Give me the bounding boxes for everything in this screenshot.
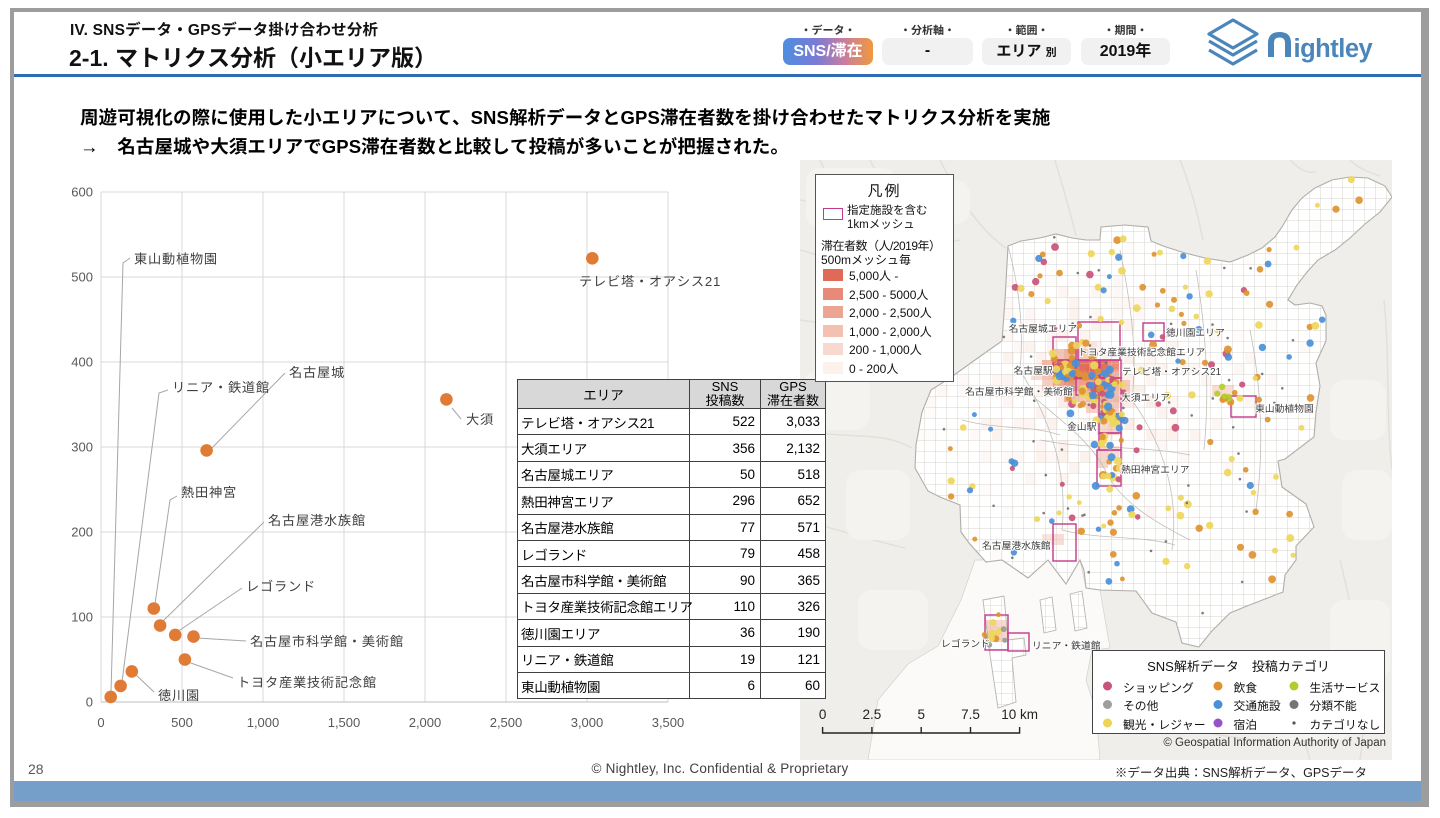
svg-text:0: 0	[97, 715, 104, 730]
svg-text:徳川園エリア: 徳川園エリア	[1166, 327, 1225, 339]
svg-text:金山駅: 金山駅	[1067, 421, 1097, 433]
svg-text:500: 500	[71, 270, 93, 285]
svg-text:2,000: 2,000	[409, 715, 442, 730]
svg-text:レゴランド: レゴランド	[246, 579, 316, 594]
svg-text:1,500: 1,500	[328, 715, 361, 730]
svg-text:東山動植物園: 東山動植物園	[1255, 403, 1314, 415]
svg-text:600: 600	[71, 185, 93, 200]
svg-text:500: 500	[171, 715, 193, 730]
svg-text:熱田神宮エリア: 熱田神宮エリア	[1121, 464, 1190, 476]
svg-text:名古屋市科学館・美術館: 名古屋市科学館・美術館	[965, 386, 1073, 398]
svg-text:リニア・鉄道館: リニア・鉄道館	[172, 380, 270, 395]
svg-text:トヨタ産業技術記念館: トヨタ産業技術記念館	[237, 675, 377, 690]
svg-text:大須: 大須	[466, 412, 494, 427]
svg-text:3,500: 3,500	[652, 715, 685, 730]
svg-text:名古屋城: 名古屋城	[289, 365, 345, 380]
svg-text:ightley: ightley	[1294, 35, 1374, 63]
svg-text:徳川園: 徳川園	[158, 688, 200, 703]
svg-text:熱田神宮: 熱田神宮	[181, 485, 237, 500]
svg-text:名古屋港水族館: 名古屋港水族館	[268, 513, 366, 528]
svg-text:東山動植物園: 東山動植物園	[134, 252, 218, 267]
svg-text:0: 0	[819, 707, 827, 722]
svg-text:トヨタ産業技術記念館エリア: トヨタ産業技術記念館エリア	[1078, 347, 1206, 359]
svg-text:3,000: 3,000	[571, 715, 604, 730]
svg-text:300: 300	[71, 440, 93, 455]
svg-text:大須エリア: 大須エリア	[1121, 392, 1170, 404]
svg-text:2.5: 2.5	[863, 707, 882, 722]
svg-text:テレビ塔・オアシス21: テレビ塔・オアシス21	[1122, 366, 1221, 378]
svg-text:7.5: 7.5	[961, 707, 980, 722]
svg-text:名古屋駅: 名古屋駅	[1014, 365, 1053, 377]
svg-text:200: 200	[71, 525, 93, 540]
svg-text:1,000: 1,000	[247, 715, 280, 730]
svg-text:10 km: 10 km	[1001, 707, 1038, 722]
svg-text:2,500: 2,500	[490, 715, 523, 730]
svg-text:100: 100	[71, 610, 93, 625]
svg-text:レゴランド: レゴランド	[941, 638, 990, 650]
svg-text:名古屋城エリア: 名古屋城エリア	[1009, 323, 1078, 335]
svg-text:名古屋港水族館: 名古屋港水族館	[982, 540, 1051, 552]
svg-text:400: 400	[71, 355, 93, 370]
svg-text:テレビ塔・オアシス21: テレビ塔・オアシス21	[579, 274, 721, 289]
svg-text:リニア・鉄道館: リニア・鉄道館	[1032, 640, 1101, 652]
svg-text:5: 5	[917, 707, 925, 722]
svg-text:0: 0	[86, 695, 93, 710]
svg-text:名古屋市科学館・美術館: 名古屋市科学館・美術館	[250, 634, 404, 649]
